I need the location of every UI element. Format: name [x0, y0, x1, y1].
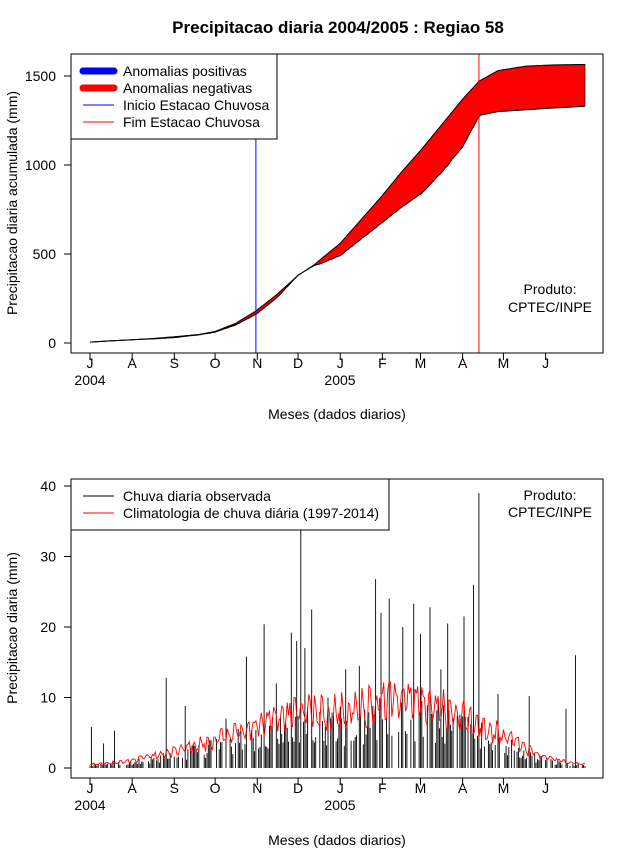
x-tick-label: A [127, 780, 137, 796]
y-tick-label: 1000 [25, 157, 56, 173]
legend-label-season-end: Fim Estacao Chuvosa [123, 114, 260, 130]
x-tick-label: F [378, 780, 387, 796]
cumulative-y-axis: 0 500 1000 1500 [25, 68, 71, 351]
cumulative-chart: 0 500 1000 1500 J A S O N D J F M A M J 2004 2005 Mese… [4, 53, 604, 422]
y-tick-label: 30 [40, 549, 56, 565]
cumulative-year-label-2004: 2004 [74, 372, 105, 388]
cumulative-plot-area [89, 54, 586, 353]
chart-title: Precipitacao diaria 2004/2005 : Regiao 5… [172, 18, 504, 37]
daily-year-label-2004: 2004 [74, 797, 105, 813]
climatology-cumulative-line [89, 63, 586, 343]
x-tick-label: O [210, 780, 221, 796]
x-tick-label: J [87, 780, 94, 796]
climatology-daily-line [89, 679, 586, 766]
daily-product-label: Produto: [524, 487, 577, 503]
daily-y-axis: 0 10 20 30 40 [40, 478, 71, 776]
daily-legend-box [70, 478, 390, 531]
anomaly-area-neg [301, 64, 586, 274]
x-tick-label: M [498, 355, 510, 371]
cumulative-product-source: CPTEC/INPE [508, 299, 592, 315]
y-tick-label: 20 [40, 619, 56, 635]
x-tick-label: J [337, 780, 344, 796]
x-tick-label: M [415, 780, 427, 796]
legend-label-observed: Chuva diaria observada [123, 488, 271, 504]
x-tick-label: J [87, 355, 94, 371]
y-tick-label: 40 [40, 478, 56, 494]
x-tick-label: O [210, 355, 221, 371]
daily-plot-area [89, 493, 586, 768]
y-tick-label: 500 [33, 246, 57, 262]
x-tick-label: M [498, 780, 510, 796]
x-tick-label: A [458, 780, 468, 796]
y-tick-label: 10 [40, 690, 56, 706]
x-tick-label: N [252, 780, 262, 796]
daily-y-axis-title: Precipitacao diaria (mm) [4, 552, 20, 704]
legend-label-negative: Anomalias negativas [123, 80, 252, 96]
anomaly-area-neg [134, 275, 298, 340]
legend-label-season-start: Inicio Estacao Chuvosa [123, 97, 270, 113]
daily-chart: 0 10 20 30 40 J A S O N D J F M A M J 2004 2005 Meses (… [4, 478, 604, 848]
daily-legend: Chuva diaria observada Climatologia de c… [70, 478, 390, 531]
observed-cumulative-line [89, 105, 585, 343]
y-tick-label: 0 [48, 760, 56, 776]
daily-x-axis-title: Meses (dados diarios) [268, 832, 406, 848]
x-tick-label: A [458, 355, 468, 371]
cumulative-y-axis-title: Precipitacao diaria acumulada (mm) [4, 91, 20, 315]
legend-label-climatology: Climatologia de chuva diária (1997-2014) [123, 505, 379, 521]
x-tick-label: D [293, 355, 303, 371]
y-tick-label: 0 [48, 335, 56, 351]
x-tick-label: J [337, 355, 344, 371]
x-tick-label: S [170, 355, 179, 371]
x-tick-label: J [542, 780, 549, 796]
x-tick-label: J [542, 355, 549, 371]
x-tick-label: N [252, 355, 262, 371]
cumulative-x-axis-title: Meses (dados diarios) [268, 406, 406, 422]
cumulative-product-label: Produto: [524, 281, 577, 297]
x-tick-label: F [378, 355, 387, 371]
x-tick-label: A [127, 355, 137, 371]
legend-label-positive: Anomalias positivas [123, 63, 247, 79]
x-tick-label: D [293, 780, 303, 796]
x-tick-label: S [170, 780, 179, 796]
x-tick-label: M [415, 355, 427, 371]
cumulative-year-label-2005: 2005 [324, 372, 355, 388]
daily-product-source: CPTEC/INPE [508, 504, 592, 520]
y-tick-label: 1500 [25, 68, 56, 84]
daily-year-label-2005: 2005 [324, 797, 355, 813]
cumulative-legend: Anomalias positivas Anomalias negativas … [70, 53, 278, 140]
